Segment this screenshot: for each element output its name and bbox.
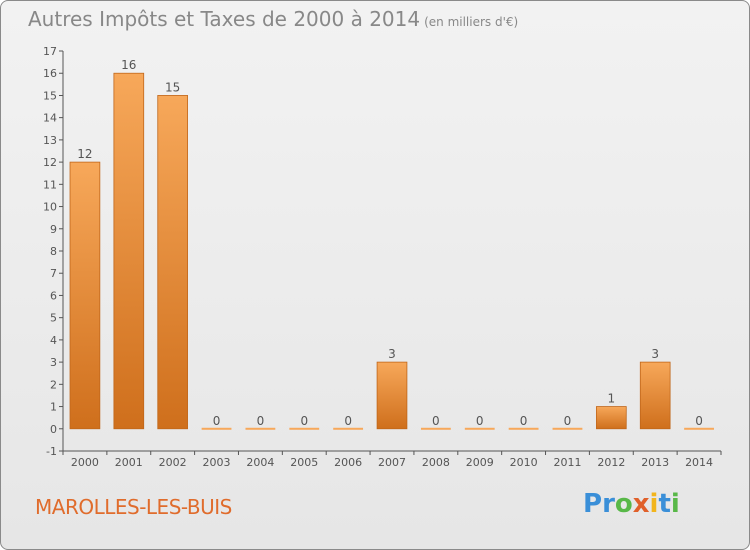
y-tick-label: 13 xyxy=(43,134,57,147)
y-tick-label: 3 xyxy=(50,356,57,369)
x-tick-label: 2002 xyxy=(159,456,187,469)
y-tick-label: 6 xyxy=(50,289,57,302)
bar xyxy=(639,361,671,430)
y-tick-label: 10 xyxy=(43,201,57,214)
data-label: 0 xyxy=(520,414,528,428)
x-tick-label: 2005 xyxy=(290,456,318,469)
y-tick-label: 17 xyxy=(43,45,57,58)
logo-letter: P xyxy=(583,489,603,519)
bars xyxy=(69,72,714,430)
logo-letter: i xyxy=(649,489,659,519)
y-tick-label: 0 xyxy=(50,423,57,436)
data-label: 0 xyxy=(695,414,703,428)
y-tick-label: 11 xyxy=(43,178,57,191)
x-tick-label: 2014 xyxy=(685,456,713,469)
data-label: 0 xyxy=(432,414,440,428)
y-tick-label: 8 xyxy=(50,245,57,258)
x-tick-label: 2008 xyxy=(422,456,450,469)
x-tick-label: 2012 xyxy=(597,456,625,469)
x-tick-label: 2006 xyxy=(334,456,362,469)
data-label: 16 xyxy=(121,58,136,72)
bar xyxy=(508,427,539,430)
logo-letter: x xyxy=(632,489,650,519)
y-tick-label: 5 xyxy=(50,312,57,325)
y-tick-label: 2 xyxy=(50,378,57,391)
logo-letter: i xyxy=(670,489,680,519)
bar xyxy=(420,427,451,430)
data-labels: 12 16 15 0 0 0 0 3 0 0 0 0 1 3 0 xyxy=(77,58,703,428)
x-tick-label: 2003 xyxy=(203,456,231,469)
x-tick-label: 2004 xyxy=(246,456,274,469)
x-tick-label: 2013 xyxy=(641,456,669,469)
y-tick-label: 7 xyxy=(50,267,57,280)
y-tick-label: 12 xyxy=(43,156,57,169)
bar xyxy=(684,427,714,430)
proxiti-logo: Proxiti xyxy=(583,489,680,519)
data-label: 3 xyxy=(651,347,659,361)
bar xyxy=(113,72,145,430)
y-tick-label: 16 xyxy=(43,67,57,80)
x-tick-label: 2001 xyxy=(115,456,143,469)
x-tick-label: 2011 xyxy=(553,456,581,469)
bar xyxy=(552,427,583,430)
x-tick-label: 2010 xyxy=(510,456,538,469)
bar xyxy=(376,361,408,430)
data-label: 0 xyxy=(213,414,221,428)
chart-title: Autres Impôts et Taxes de 2000 à 2014 (en… xyxy=(28,7,518,31)
bar xyxy=(245,427,276,430)
data-label: 3 xyxy=(388,347,396,361)
y-tick-label: 15 xyxy=(43,89,57,102)
bar xyxy=(333,427,364,430)
x-tick-label: 2007 xyxy=(378,456,406,469)
y-tick-label: 4 xyxy=(50,334,57,347)
bar xyxy=(596,406,627,430)
bar xyxy=(201,427,232,430)
logo-letter: t xyxy=(658,489,671,519)
data-label: 12 xyxy=(77,147,92,161)
y-tick-label: 14 xyxy=(43,112,57,125)
bar xyxy=(464,427,495,430)
data-label: 15 xyxy=(165,80,180,94)
logo-letter: r xyxy=(602,489,615,519)
y-tick-label: 1 xyxy=(50,401,57,414)
bar xyxy=(289,427,320,430)
chart-title-text: Autres Impôts et Taxes de 2000 à 2014 xyxy=(28,7,421,31)
y-tick-label: -1 xyxy=(46,445,57,458)
logo-letter: o xyxy=(614,489,633,519)
commune-name: MAROLLES-LES-BUIS xyxy=(35,495,232,519)
data-label: 0 xyxy=(344,414,352,428)
data-label: 0 xyxy=(257,414,265,428)
bar xyxy=(157,95,188,430)
data-label: 0 xyxy=(476,414,484,428)
data-label: 0 xyxy=(564,414,572,428)
data-label: 0 xyxy=(300,414,308,428)
data-label: 1 xyxy=(608,392,616,406)
y-tick-label: 9 xyxy=(50,223,57,236)
x-tick-label: 2009 xyxy=(466,456,494,469)
chart-unit: (en milliers d'€) xyxy=(424,15,519,29)
x-tick-label: 2000 xyxy=(71,456,99,469)
bar xyxy=(69,161,101,430)
